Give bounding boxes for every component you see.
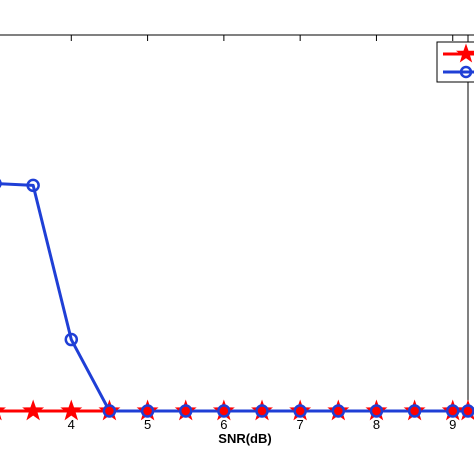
x-axis-tick-labels: 4 5 6 7 8 9 (68, 417, 457, 432)
data-point-star (136, 399, 159, 421)
data-point-star (98, 399, 121, 421)
data-point-circle (26, 178, 40, 193)
data-point-circle (445, 404, 460, 418)
data-point-star (251, 399, 273, 421)
legend (436, 41, 474, 83)
legend-box (436, 41, 474, 83)
data-point-star (327, 399, 350, 421)
data-point-star (60, 399, 83, 421)
x-tick-label: 9 (449, 417, 456, 432)
legend-marker-circle (459, 65, 473, 79)
data-point-circle (331, 404, 346, 418)
data-point-star (22, 399, 45, 421)
x-tick-label: 8 (373, 417, 380, 432)
legend-marker-star (455, 43, 474, 63)
data-point-star (365, 399, 388, 421)
data-point-circle (0, 178, 2, 189)
data-point-star (0, 407, 6, 421)
x-axis-label: SNR(dB) (218, 431, 271, 446)
data-point-star (403, 399, 426, 421)
x-tick-label: 4 (68, 417, 75, 432)
data-point-star (289, 399, 312, 421)
x-tick-label: 5 (144, 417, 151, 432)
data-point-circle (217, 404, 231, 418)
data-point-circle (255, 404, 269, 418)
data-point-circle (64, 332, 79, 347)
data-point-star (457, 399, 474, 421)
data-point-circle (102, 404, 117, 418)
data-point-circle (407, 404, 422, 418)
data-point-circle (178, 404, 193, 418)
data-point-circle (293, 404, 307, 418)
data-point-circle (140, 404, 155, 418)
data-point-star (212, 399, 235, 421)
data-point-circle (369, 404, 384, 418)
x-tick-label: 6 (220, 417, 227, 432)
data-point-star (174, 399, 197, 421)
x-tick-label: 7 (297, 417, 304, 432)
series-markers (0, 178, 474, 421)
